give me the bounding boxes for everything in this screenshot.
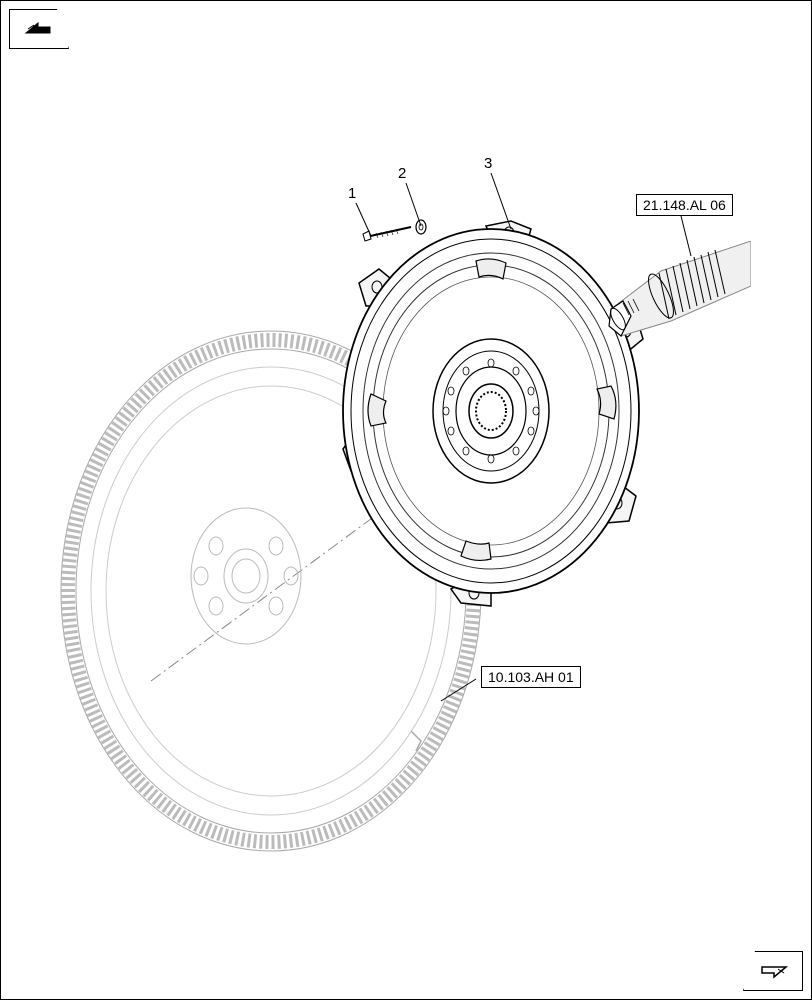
bolt-washer [361,219,451,249]
callout-3: 3 [484,155,492,172]
ref-shaft: 21.148.AL 06 [636,194,733,216]
callout-1: 1 [348,185,356,202]
ref-flywheel: 10.103.AH 01 [481,666,581,688]
callout-2: 2 [398,165,406,182]
nav-prev-icon[interactable] [9,9,69,49]
diagram-frame: 1 2 3 10.103.AH 01 21.148.AL 06 [0,0,812,1000]
input-shaft [601,241,751,361]
diagram-area: 1 2 3 10.103.AH 01 21.148.AL 06 [21,61,791,939]
nav-next-icon[interactable] [743,951,803,991]
